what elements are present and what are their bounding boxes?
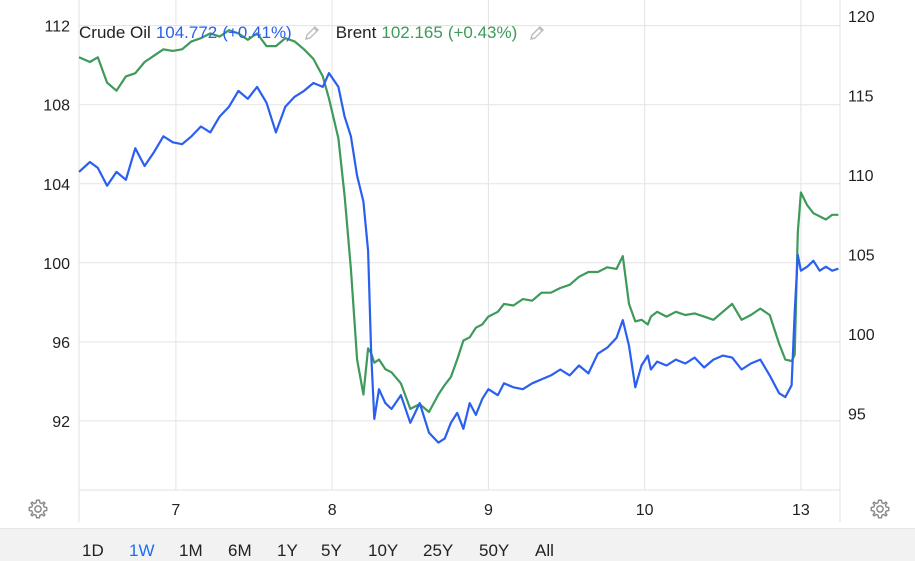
brent-legend-change: (+0.43%) bbox=[447, 23, 518, 42]
price-chart: 92 96 100 104 108 112 95 100 105 110 115 120 7 8 9 10… bbox=[43, 0, 875, 522]
y-tick-left-label: 100 bbox=[43, 256, 70, 273]
range-1d-button[interactable]: 1D bbox=[82, 541, 104, 560]
y-tick-left-label: 112 bbox=[44, 19, 70, 36]
range-6m-button[interactable]: 6M bbox=[228, 541, 252, 560]
range-10y-button[interactable]: 10Y bbox=[368, 541, 399, 560]
series-lines bbox=[78, 29, 839, 444]
y-tick-left-label: 108 bbox=[43, 98, 70, 115]
range-5y-button[interactable]: 5Y bbox=[321, 541, 342, 560]
range-1y-button[interactable]: 1Y bbox=[277, 541, 298, 560]
x-tick-label: 9 bbox=[484, 502, 493, 519]
edit-brent-pencil-icon[interactable] bbox=[527, 23, 547, 43]
crude-oil-legend-name: Crude Oil bbox=[79, 23, 151, 42]
crude-oil-legend-value: 104.772 bbox=[155, 23, 218, 42]
y-tick-left-label: 104 bbox=[43, 177, 70, 194]
grid-lines bbox=[79, 0, 840, 490]
left-axis-settings-gear-icon[interactable] bbox=[27, 498, 49, 520]
y-tick-right-label: 115 bbox=[848, 88, 874, 105]
axes bbox=[78, 0, 841, 522]
crude-oil-legend-change: (+0.41%) bbox=[222, 23, 292, 42]
range-1m-button[interactable]: 1M bbox=[179, 541, 203, 560]
y-tick-left-label: 96 bbox=[52, 335, 70, 352]
y-tick-right-label: 110 bbox=[848, 168, 874, 185]
x-tick-label: 7 bbox=[171, 502, 180, 519]
y-tick-left-label: 92 bbox=[52, 414, 70, 431]
crude-oil-series-line bbox=[78, 71, 839, 444]
range-50y-button[interactable]: 50Y bbox=[479, 541, 510, 560]
y-axis-right-ticks: 95 100 105 110 115 120 bbox=[848, 9, 875, 424]
range-25y-button[interactable]: 25Y bbox=[423, 541, 454, 560]
x-axis-ticks: 7 8 9 10 13 bbox=[171, 502, 810, 519]
time-range-selector: 1D 1W 1M 6M 1Y 5Y 10Y 25Y 50Y All bbox=[0, 528, 915, 561]
y-tick-right-label: 100 bbox=[848, 327, 875, 344]
x-tick-label: 10 bbox=[636, 502, 654, 519]
right-axis-settings-gear-icon[interactable] bbox=[869, 498, 891, 520]
edit-crude-oil-pencil-icon[interactable] bbox=[302, 23, 322, 43]
y-tick-right-label: 95 bbox=[848, 407, 866, 424]
range-all-button[interactable]: All bbox=[535, 541, 554, 560]
range-1w-button[interactable]: 1W bbox=[129, 541, 155, 560]
x-tick-label: 13 bbox=[792, 502, 810, 519]
x-tick-label: 8 bbox=[328, 502, 337, 519]
chart-legend: Crude Oil 104.772 (+0.41%) Brent 102.165… bbox=[79, 22, 561, 44]
y-axis-left-ticks: 92 96 100 104 108 112 bbox=[43, 19, 70, 431]
y-tick-right-label: 120 bbox=[848, 9, 875, 26]
brent-series-line bbox=[78, 29, 839, 414]
y-tick-right-label: 105 bbox=[848, 248, 875, 265]
brent-legend-name: Brent bbox=[335, 23, 377, 42]
brent-legend-value: 102.165 bbox=[381, 23, 443, 42]
